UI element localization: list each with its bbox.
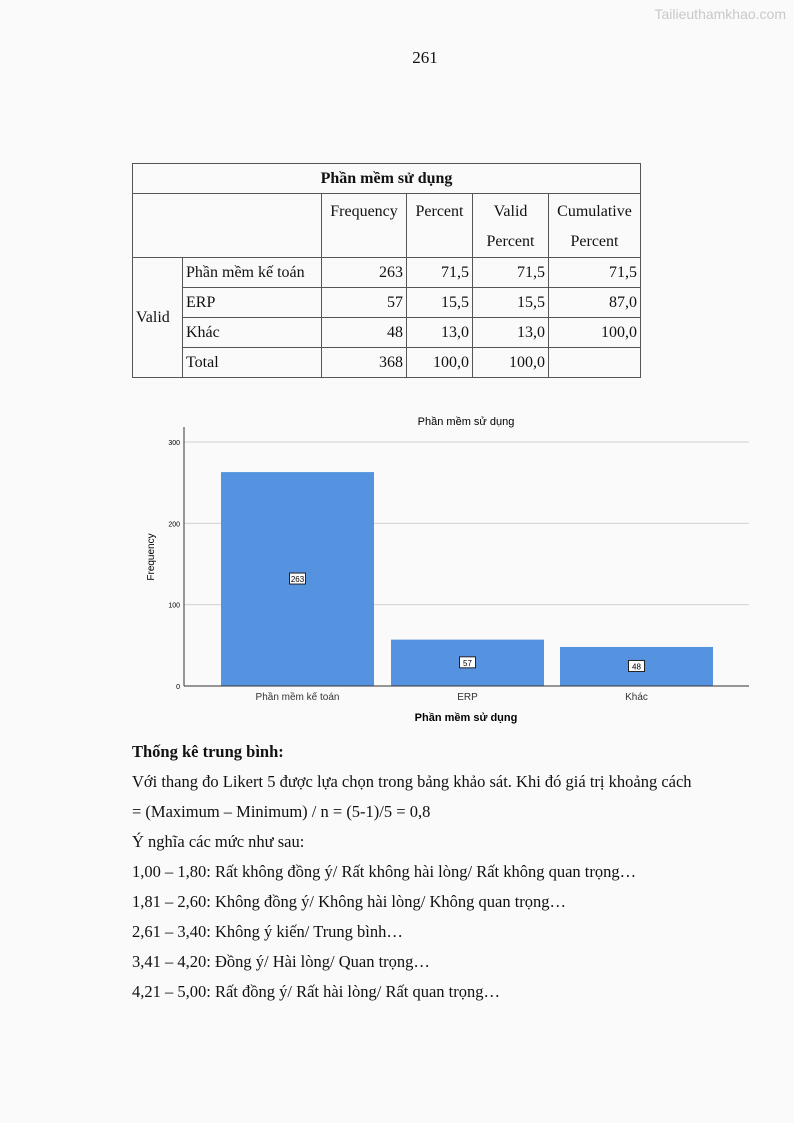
y-tick-label: 0 (176, 684, 180, 691)
x-axis-label: Phần mềm sử dụng (415, 712, 518, 724)
chart-title: Phần mềm sử dụng (418, 416, 515, 428)
data-label: 57 (463, 659, 472, 668)
header-cumulative-percent: Cumulative Percent (548, 193, 641, 258)
table-row: Valid Phần mềm kế toán 263 71,5 71,5 71,5 (132, 257, 641, 378)
data-label: 48 (632, 662, 641, 671)
table-row: Total 368 100,0 100,0 (133, 347, 641, 378)
paragraph: = (Maximum – Minimum) / n = (5-1)/5 = 0,… (132, 802, 431, 821)
cell-percent: 15,5 (406, 287, 473, 318)
x-tick-label: Khác (625, 692, 648, 703)
header-percent: Percent (406, 193, 473, 258)
table-row: Khác 48 13,0 13,0 100,0 (133, 317, 641, 348)
cell-valid-percent: 71,5 (472, 257, 549, 288)
frequency-table: Phần mềm sử dụng Frequency Percent Valid… (132, 163, 641, 378)
page-number: 261 (412, 48, 438, 67)
paragraph: Ý nghĩa các mức như sau: (132, 832, 305, 851)
group-label: Valid (132, 257, 183, 378)
header-valid-percent: Valid Percent (472, 193, 549, 258)
cell-frequency: 48 (321, 317, 407, 348)
x-tick-label: Phần mềm kế toán (256, 691, 340, 703)
table-row: ERP 57 15,5 15,5 87,0 (133, 287, 641, 318)
level-item: 4,21 – 5,00: Rất đồng ý/ Rất hài lòng/ R… (132, 982, 501, 1001)
cell-frequency: 368 (321, 347, 407, 378)
table-title: Phần mềm sử dụng (132, 163, 641, 194)
cell-cumulative-percent (548, 347, 641, 378)
cell-percent: 100,0 (406, 347, 473, 378)
data-label: 263 (291, 575, 305, 584)
y-tick-label: 100 (168, 603, 180, 610)
cell-cumulative-percent: 100,0 (548, 317, 641, 348)
cell-valid-percent: 15,5 (472, 287, 549, 318)
cell-percent: 71,5 (406, 257, 473, 288)
bar-chart: Phần mềm sử dụng 0 100 200 300 263 Phần mềm kế… (146, 416, 749, 724)
row-label: ERP (182, 287, 322, 318)
level-item: 1,81 – 2,60: Không đồng ý/ Không hài lòn… (132, 892, 567, 911)
level-item: 1,00 – 1,80: Rất không đồng ý/ Rất không… (132, 862, 637, 881)
cell-cumulative-percent: 71,5 (548, 257, 641, 288)
section-heading: Thống kê trung bình: (132, 742, 284, 761)
row-label: Khác (182, 317, 322, 348)
level-item: 3,41 – 4,20: Đồng ý/ Hài lòng/ Quan trọn… (132, 952, 430, 971)
level-item: 2,61 – 3,40: Không ý kiến/ Trung bình… (132, 922, 403, 941)
x-tick-label: ERP (457, 692, 478, 703)
cell-percent: 13,0 (406, 317, 473, 348)
row-label: Total (182, 347, 322, 378)
cell-frequency: 57 (321, 287, 407, 318)
paragraph: Với thang đo Likert 5 được lựa chọn tron… (132, 772, 692, 791)
cell-valid-percent: 13,0 (472, 317, 549, 348)
header-frequency: Frequency (321, 193, 407, 258)
data-label-box (459, 656, 476, 669)
y-tick-label: 200 (168, 521, 180, 528)
y-tick-label: 300 (168, 440, 180, 447)
data-label-box (289, 572, 306, 585)
row-label: Phần mềm kế toán (182, 257, 322, 288)
data-label-box (628, 659, 645, 672)
cell-valid-percent: 100,0 (472, 347, 549, 378)
cell-frequency: 263 (321, 257, 407, 288)
y-axis-label: Frequency (146, 533, 157, 580)
cell-cumulative-percent: 87,0 (548, 287, 641, 318)
watermark: Tailieuthamkhao.com (654, 6, 786, 22)
